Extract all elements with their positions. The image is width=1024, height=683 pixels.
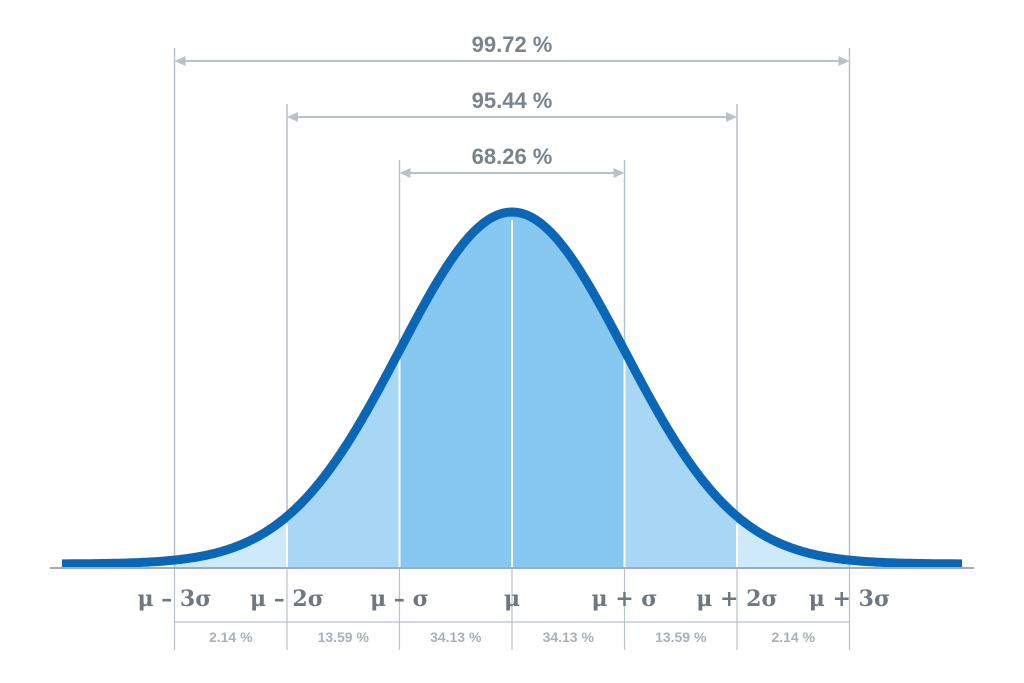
range-arrowhead-left	[174, 56, 186, 66]
range-label-bg	[454, 87, 570, 111]
range-arrowhead-left	[287, 112, 298, 122]
area-segment-6	[737, 520, 850, 568]
tick-label-1: μ – 3σ	[138, 586, 212, 612]
range-label-bg	[454, 31, 570, 55]
tick-label-3: μ – σ	[370, 586, 429, 612]
range-label: 95.44 %	[472, 88, 553, 113]
range-arrowhead-right	[613, 168, 625, 178]
tick-label-5: μ + σ	[591, 586, 657, 612]
segment-percent-labels: 2.14 % 13.59 % 34.13 % 34.13 % 13.59 % 2.14 %	[174, 621, 850, 645]
range-arrowhead-left	[399, 168, 411, 178]
tick-labels: μ – 3σ μ – 2σ μ – σ μ μ + σ μ + 2σ μ + 3σ	[138, 586, 891, 612]
segment-percent-4: 34.13 %	[543, 629, 595, 645]
segment-percent-3: 34.13 %	[430, 629, 482, 645]
area-segment-3	[399, 216, 512, 568]
range-arrowhead-right	[726, 112, 737, 122]
segment-percent-5: 13.59 %	[655, 629, 707, 645]
area-segment-4	[512, 216, 625, 568]
tick-label-2: μ – 2σ	[250, 586, 324, 612]
range-bracket-1: 99.72 %	[174, 31, 850, 66]
segment-percent-2: 13.59 %	[318, 629, 370, 645]
range-bracket-2: 95.44 %	[287, 87, 737, 122]
sigma-guide-lines	[173, 48, 851, 650]
segment-percent-6: 2.14 %	[771, 629, 815, 645]
distribution-curve	[59, 207, 965, 569]
tick-label-6: μ + 2σ	[696, 586, 777, 612]
curve-layer	[59, 207, 965, 569]
range-arrowhead-right	[838, 56, 850, 66]
range-label-bg	[454, 143, 570, 167]
range-label: 99.72 %	[472, 32, 553, 57]
area-segment-1	[174, 520, 287, 568]
range-brackets: 99.72 % 95.44 % 68.26 %	[174, 31, 850, 178]
range-label: 68.26 %	[472, 144, 553, 169]
range-bracket-3: 68.26 %	[399, 143, 625, 178]
segment-percent-1: 2.14 %	[209, 629, 253, 645]
tick-label-4: μ	[504, 586, 520, 612]
tick-label-7: μ + 3σ	[809, 586, 890, 612]
